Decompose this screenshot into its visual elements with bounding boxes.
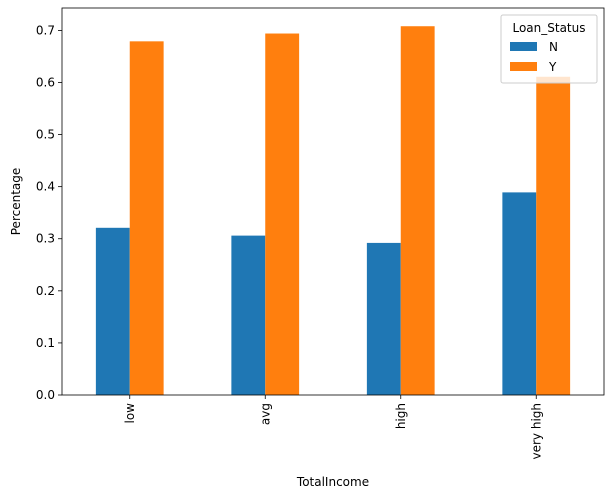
bar-Y-avg <box>265 33 300 395</box>
y-tick-label: 0.1 <box>36 336 55 350</box>
x-axis-label: TotalIncome <box>296 475 369 489</box>
legend-swatch-Y <box>510 62 537 71</box>
bar-Y-high <box>400 26 435 395</box>
legend-label-Y: Y <box>548 60 557 74</box>
y-tick-label: 0.7 <box>36 23 55 37</box>
x-tick-label: high <box>394 403 408 429</box>
x-axis: low avg high very high <box>123 395 543 460</box>
y-tick-label: 0.2 <box>36 284 55 298</box>
x-tick-label: low <box>123 403 137 424</box>
y-tick-label: 0.3 <box>36 232 55 246</box>
bars <box>95 26 571 396</box>
bar-Y-very-high <box>536 76 571 396</box>
y-axis: 0.0 0.1 0.2 0.3 0.4 0.5 0.6 0.7 <box>36 23 62 402</box>
y-tick-label: 0.0 <box>36 388 55 402</box>
plot-frame <box>61 7 605 396</box>
bar-N-avg <box>231 235 266 395</box>
y-axis-label: Percentage <box>9 168 23 236</box>
bar-N-very-high <box>502 192 537 395</box>
legend-title: Loan_Status <box>512 21 585 35</box>
legend: Loan_Status NY <box>500 14 598 84</box>
x-tick-label: avg <box>258 403 272 425</box>
legend-label-N: N <box>549 40 558 54</box>
y-tick-label: 0.4 <box>36 180 55 194</box>
y-tick-label: 0.6 <box>36 75 55 89</box>
bar-N-low <box>95 227 130 395</box>
x-tick-label: very high <box>529 403 543 460</box>
y-tick-label: 0.5 <box>36 128 55 142</box>
legend-swatch-N <box>510 42 537 51</box>
bar-N-high <box>366 242 401 395</box>
bar-Y-low <box>129 41 164 395</box>
